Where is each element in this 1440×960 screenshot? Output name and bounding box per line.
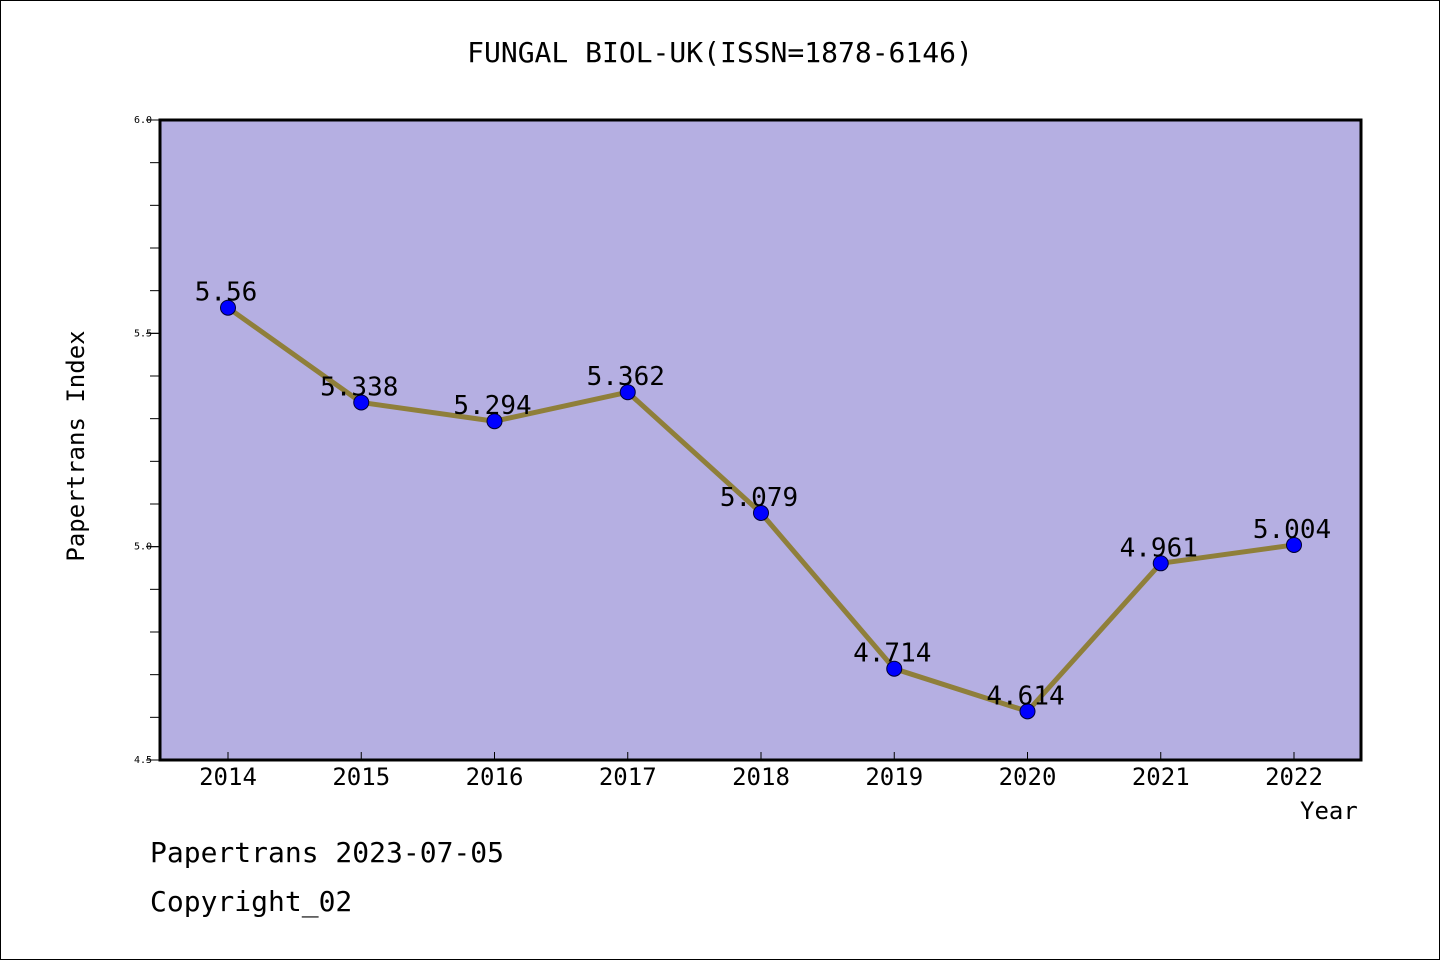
y-axis: 4.5 5.0 5.5 6.0 — [134, 115, 160, 766]
y-tick-label: 5.0 — [134, 542, 152, 553]
x-tick-label: 2015 — [332, 763, 390, 791]
x-tick-label: 2019 — [865, 763, 923, 791]
footer-date: Papertrans 2023-07-05 — [150, 836, 505, 869]
data-point — [753, 504, 769, 521]
data-point — [1286, 536, 1302, 553]
data-point — [1019, 703, 1036, 720]
y-tick-label: 5.5 — [134, 328, 152, 339]
x-tick-label: 2017 — [599, 763, 657, 791]
x-axis-label: Year — [1300, 797, 1358, 825]
data-point — [619, 384, 636, 401]
data-label: 5.079 — [720, 483, 798, 513]
data-point — [886, 660, 903, 677]
data-label: 5.56 — [195, 278, 258, 308]
x-tick-label: 2021 — [1132, 763, 1190, 791]
data-point — [353, 394, 370, 411]
x-axis: 2014 2015 2016 2017 2018 2019 2020 2021 2022 — [199, 752, 1323, 791]
data-labels: 5.56 5.338 5.294 5.362 5.079 4.714 4.614 4.961 5… — [195, 278, 1331, 712]
x-tick-label: 2018 — [732, 763, 790, 791]
data-point — [1152, 555, 1169, 572]
data-point — [486, 413, 503, 430]
data-label: 4.714 — [853, 639, 931, 669]
footer-copyright: Copyright_02 — [150, 885, 353, 918]
data-label: 5.294 — [453, 391, 531, 421]
y-tick-label: 4.5 — [134, 755, 152, 766]
y-axis-label: Papertrans Index — [62, 330, 90, 562]
data-label: 5.004 — [1253, 515, 1331, 545]
plot-area — [160, 120, 1361, 760]
plot-border — [158, 118, 1363, 762]
data-label: 5.338 — [320, 372, 398, 402]
x-tick-label: 2020 — [999, 763, 1057, 791]
data-label: 4.614 — [986, 681, 1064, 711]
data-label: 5.362 — [587, 362, 665, 392]
data-point — [220, 299, 236, 316]
data-label: 4.961 — [1120, 533, 1198, 563]
x-tick-label: 2016 — [466, 763, 524, 791]
chart-title: FUNGAL BIOL-UK(ISSN=1878-6146) — [467, 36, 973, 69]
y-tick-label: 6.0 — [134, 115, 152, 126]
series-markers — [220, 299, 1302, 720]
x-tick-label: 2014 — [199, 763, 257, 791]
x-tick-label: 2022 — [1265, 763, 1323, 791]
